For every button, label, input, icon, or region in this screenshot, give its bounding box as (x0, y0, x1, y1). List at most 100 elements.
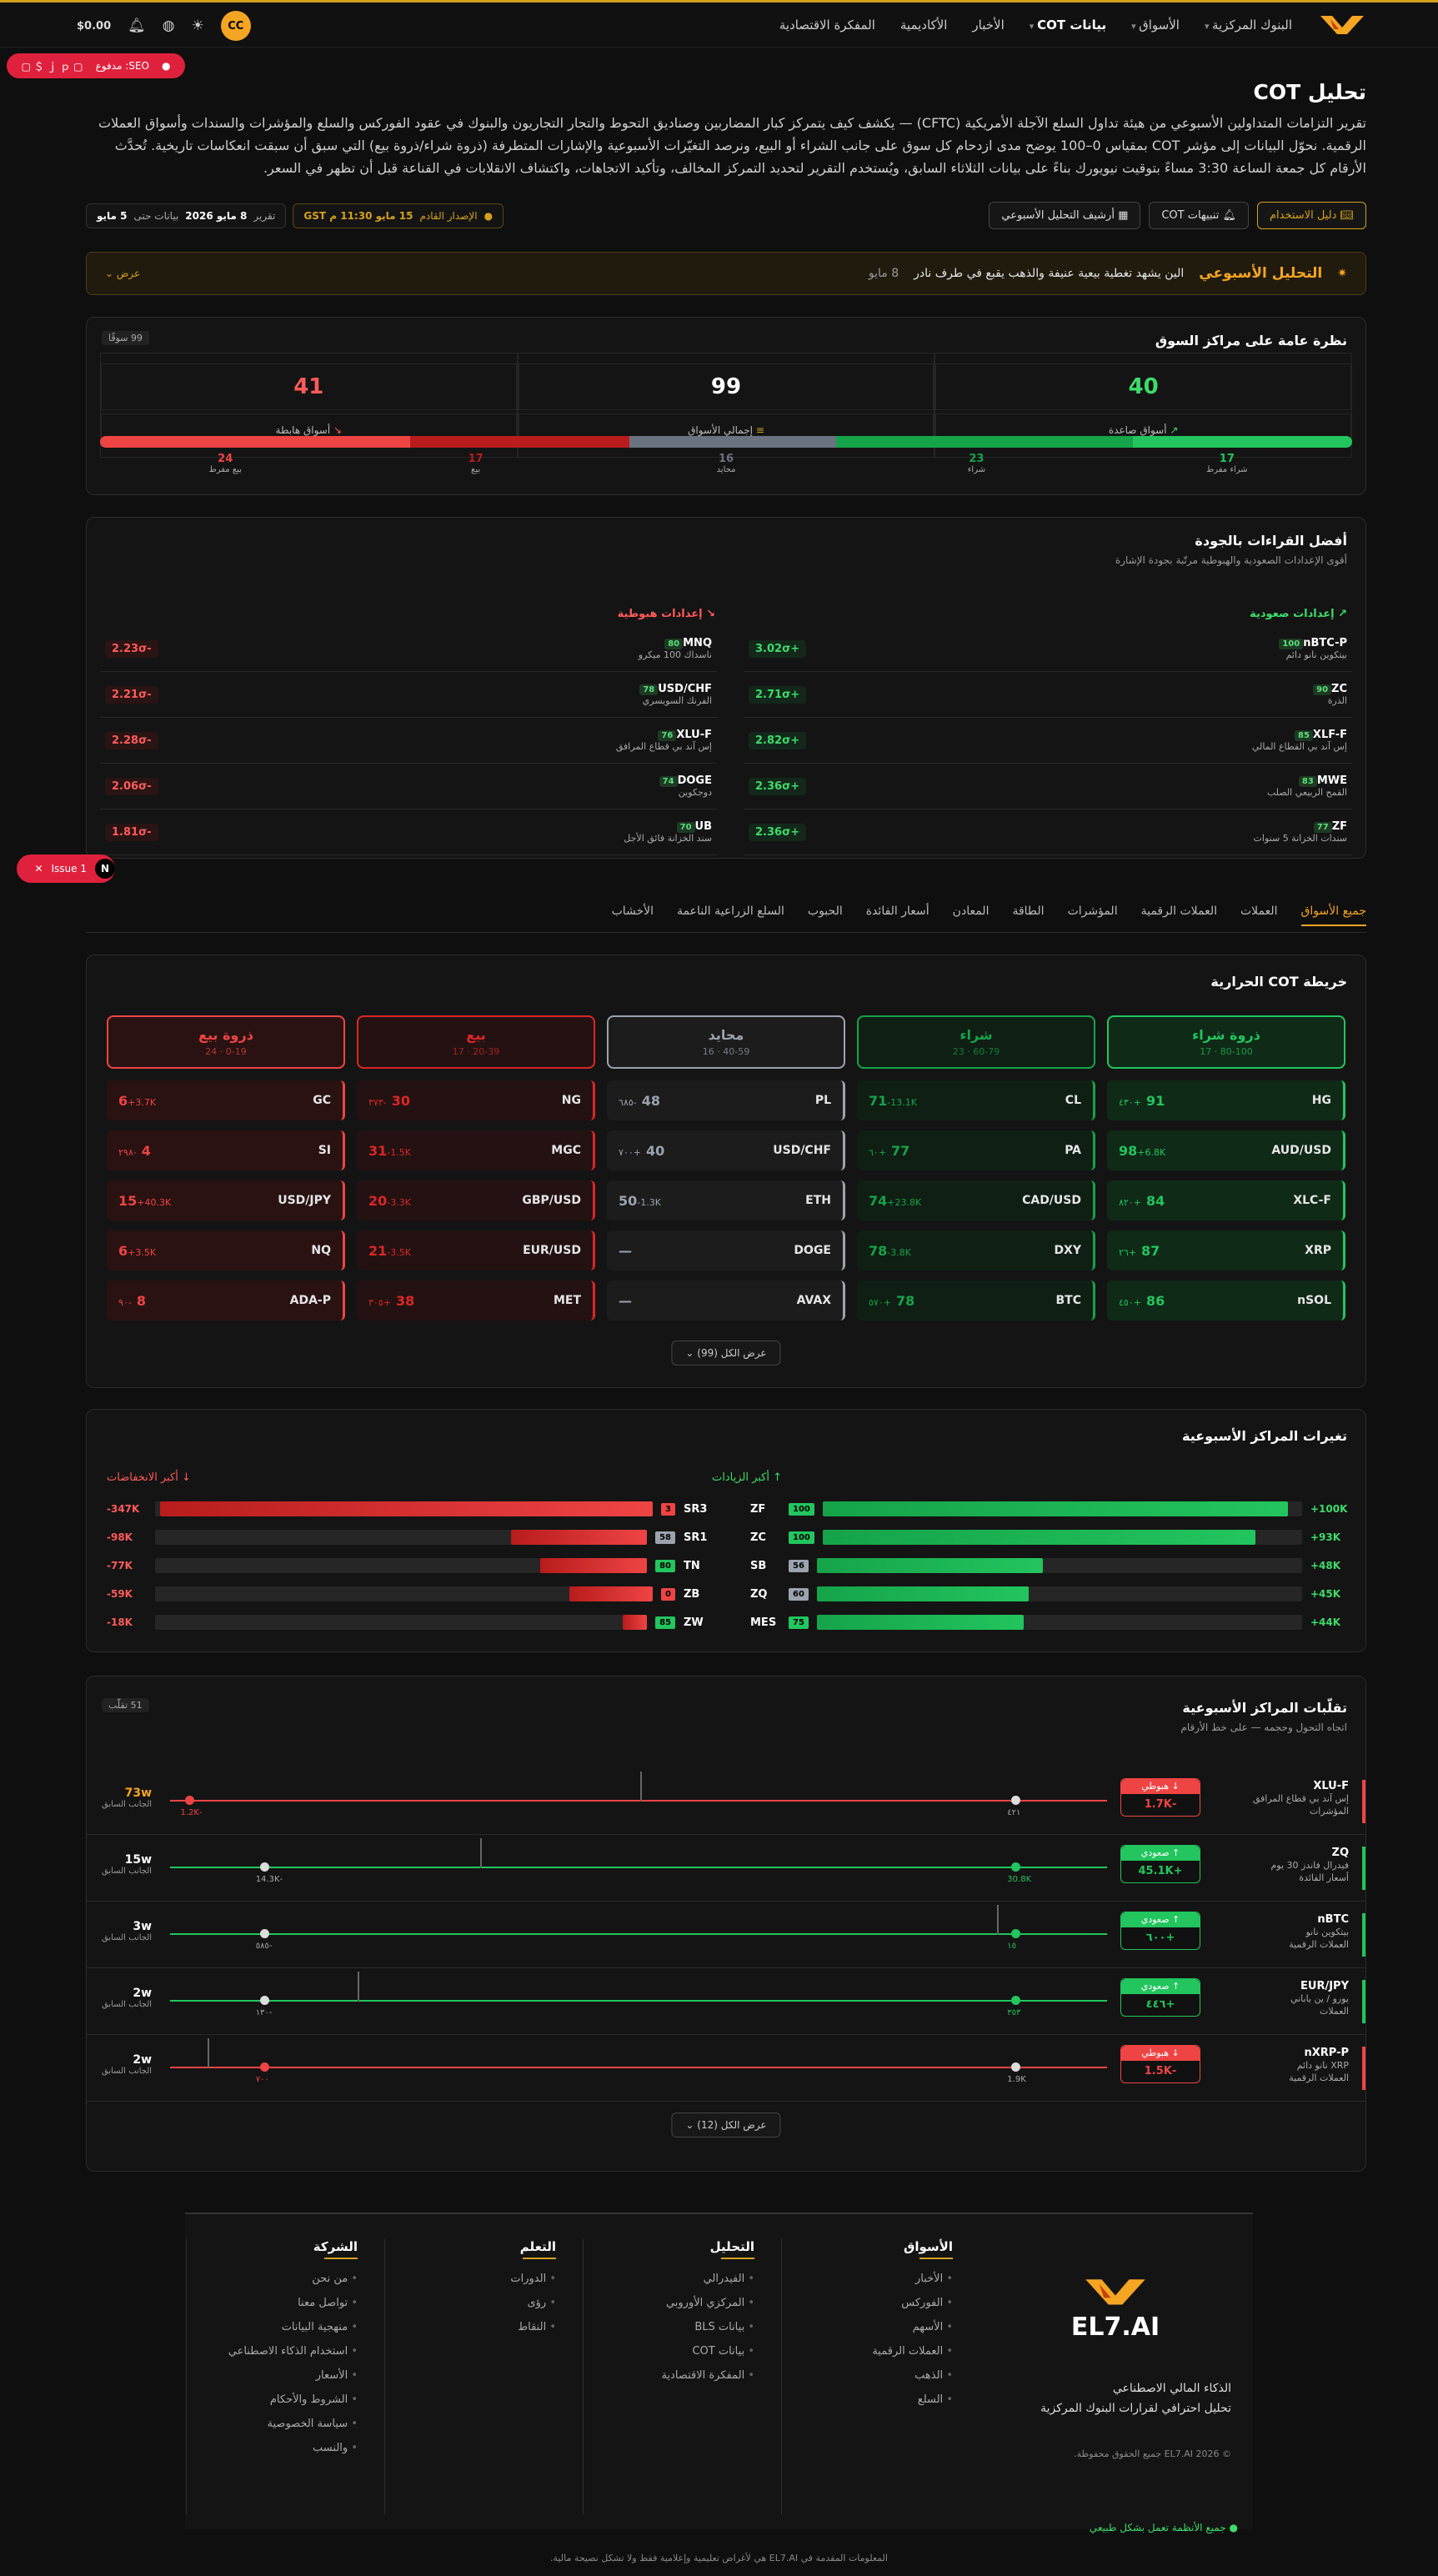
weekly-change-row[interactable]: -77K 80 TN (107, 1551, 724, 1580)
footer-link[interactable]: بيانات BLS (584, 2321, 754, 2333)
quality-row[interactable]: 70 UB سند الخزانة فائق الأجل -1.81σ (100, 809, 717, 855)
tab-3[interactable]: العملات الرقمية (1140, 905, 1217, 918)
tab-7[interactable]: أسعار الفائدة (865, 905, 929, 918)
tab-2[interactable]: العملات (1240, 905, 1278, 918)
tab-9[interactable]: السلع الزراعية الناعمة (677, 905, 784, 918)
sun-icon[interactable]: ☀ (191, 18, 204, 34)
quality-row[interactable]: 74 DOGE دوجكوين -2.06σ (100, 764, 717, 809)
guide-button[interactable]: 📖︎ دليل الاستخدام (1256, 202, 1366, 229)
footer-link[interactable]: السلع (782, 2393, 953, 2406)
tab-8[interactable]: الحبوب (807, 905, 843, 918)
quality-row[interactable]: 85 XLF-F إس آند بي القطاع المالي +2.82σ (744, 718, 1352, 764)
heatmap-cell[interactable]: AUD/USD 98+6.8K (1107, 1130, 1345, 1170)
heatmap-cell[interactable]: XRP 87+٢٦ (1107, 1230, 1345, 1270)
heatmap-cell[interactable]: DXY 78-3.8K (857, 1230, 1095, 1270)
quality-row[interactable]: 90 ZC الذرة +2.71σ (744, 672, 1352, 718)
heatmap-cell[interactable]: AVAX — (607, 1280, 845, 1321)
tab-6[interactable]: المعادن (952, 905, 990, 918)
nav-item[interactable]: البنوك المركزية (1205, 18, 1292, 33)
swings-view-all-button[interactable]: عرض الكل (12) ⌄ (671, 2112, 781, 2137)
quality-row[interactable]: 83 MWE القمح الربيعي الصلب +2.36σ (744, 764, 1352, 809)
footer-link[interactable]: الفيدرالي (584, 2273, 754, 2285)
footer-link[interactable]: العملات الرقمية (782, 2345, 953, 2358)
footer-link[interactable]: الشروط والأحكام (187, 2393, 358, 2406)
weekly-analysis-banner[interactable]: ✷ التحليل الأسبوعي الين يشهد تغطية بيعية… (86, 252, 1366, 295)
footer-link[interactable]: الأخبار (782, 2273, 953, 2285)
footer-link[interactable]: المفكرة الاقتصادية (584, 2369, 754, 2382)
heatmap-cell[interactable]: XLC-F 84+٨٢٠ (1107, 1180, 1345, 1220)
footer-link[interactable]: سياسة الخصوصية (187, 2418, 358, 2430)
heatmap-cell[interactable]: DOGE — (607, 1230, 845, 1270)
nav-item[interactable]: الأسواق (1131, 18, 1180, 33)
weekly-change-row[interactable]: +44K 75 MES (750, 1608, 1350, 1636)
footer-link[interactable]: من نحن (187, 2273, 358, 2285)
heatmap-column-header[interactable]: شراء 60-79 · 23 (857, 1015, 1095, 1069)
swing-row[interactable]: XLU-F إس آند بي قطاع المرافق المؤشرات ↓ هبو… (87, 1768, 1365, 1835)
footer-link[interactable]: الأسهم (782, 2321, 953, 2333)
quality-row[interactable]: 78 USD/CHF الفرنك السويسري -2.21σ (100, 672, 717, 718)
tab-1[interactable]: جميع الأسواق (1300, 905, 1366, 926)
close-icon[interactable]: ✕ (34, 863, 43, 875)
heatmap-column-header[interactable]: ذروة بيع 0-19 · 24 (107, 1015, 345, 1069)
nav-item[interactable]: الأكاديمية (899, 18, 948, 33)
heatmap-cell[interactable]: BTC 78+٥٧٠ (857, 1280, 1095, 1321)
weekly-show-toggle[interactable]: عرض ⌄ (105, 268, 140, 279)
weekly-change-row[interactable]: +93K 100 ZC (750, 1523, 1350, 1551)
tab-10[interactable]: الأخشاب (611, 905, 654, 918)
avatar[interactable]: CC (220, 11, 251, 41)
swing-row[interactable]: EUR/JPY يورو / ين ياباني العملات ↑ صعودي +٤٤… (87, 1968, 1365, 2035)
weekly-change-row[interactable]: -347K 3 SR3 (107, 1495, 724, 1523)
quality-row[interactable]: 76 XLU-F إس آند بي قطاع المرافق -2.28σ (100, 718, 717, 764)
heatmap-cell[interactable]: MGC 31-1.5K (357, 1130, 595, 1170)
alerts-button[interactable]: 🔔︎ تنبيهات COT (1149, 202, 1249, 229)
heatmap-cell[interactable]: MET 38+٣٠٥ (357, 1280, 595, 1321)
seo-badge[interactable]: ● SEO: مدفوع ▢ ｊ ｐ ＄ ▢ (7, 53, 185, 78)
heatmap-cell[interactable]: PA 77+٦٠ (857, 1130, 1095, 1170)
logo-icon[interactable] (1317, 11, 1367, 38)
heatmap-cell[interactable]: NQ 6+3.5K (107, 1230, 345, 1270)
footer-link[interactable]: والنسب (187, 2442, 358, 2454)
footer-link[interactable]: منهجية البيانات (187, 2321, 358, 2333)
nav-item[interactable]: الأخبار (972, 18, 1005, 33)
heatmap-column-header[interactable]: ذروة شراء 80-100 · 17 (1107, 1015, 1345, 1069)
heatmap-cell[interactable]: nSOL 86+٤٥٠ (1107, 1280, 1345, 1321)
footer-link[interactable]: الفوركس (782, 2297, 953, 2309)
heatmap-cell[interactable]: CL 71-13.1K (857, 1080, 1095, 1120)
quality-row[interactable]: 100 nBTC-P بيتكوين نانو دائم +3.02σ (744, 626, 1352, 672)
weekly-change-row[interactable]: -18K 85 ZW (107, 1608, 724, 1636)
heatmap-cell[interactable]: PL 48-٦٨٥ (607, 1080, 845, 1120)
quality-row[interactable]: 80 MNQ ناسداك 100 ميكرو -2.23σ (100, 626, 717, 672)
footer-link[interactable]: الدورات (385, 2273, 556, 2285)
nav-item[interactable]: المفكرة الاقتصادية (779, 18, 875, 33)
swing-row[interactable]: ZQ فيدرال فاندز 30 يوم أسعار الفائدة ↑ صعود… (87, 1835, 1365, 1902)
heatmap-cell[interactable]: SI 4-٢٩٨ (107, 1130, 345, 1170)
footer-link[interactable]: الذهب (782, 2369, 953, 2382)
globe-icon[interactable]: ◍ (162, 18, 175, 34)
footer-link[interactable]: الأسعار (187, 2369, 358, 2382)
heatmap-column-header[interactable]: محايد 40-59 · 16 (607, 1015, 845, 1069)
quality-row[interactable]: 77 ZF سندات الخزانة 5 سنوات +2.36σ (744, 809, 1352, 855)
heatmap-cell[interactable]: HG 91+٤٣٠ (1107, 1080, 1345, 1120)
footer-link[interactable]: تواصل معنا (187, 2297, 358, 2309)
footer-link[interactable]: استخدام الذكاء الاصطناعي (187, 2345, 358, 2358)
heatmap-view-all-button[interactable]: عرض الكل (99) ⌄ (671, 1341, 781, 1366)
heatmap-cell[interactable]: ADA-P 8-٩٠ (107, 1280, 345, 1321)
wallet-balance[interactable]: $0.00 (77, 19, 112, 33)
archive-button[interactable]: ▦ أرشيف التحليل الأسبوعي (989, 202, 1141, 229)
heatmap-cell[interactable]: EUR/USD 21-3.5K (357, 1230, 595, 1270)
swing-row[interactable]: nBTC بيتكوين نانو العملات الرقمية ↑ صعودي +٦… (87, 1902, 1365, 1968)
heatmap-cell[interactable]: GBP/USD 20-3.3K (357, 1180, 595, 1220)
heatmap-cell[interactable]: ETH 50-1.3K (607, 1180, 845, 1220)
issue-badge[interactable]: N 1 Issue ✕ (17, 854, 115, 883)
weekly-change-row[interactable]: -59K 0 ZB (107, 1580, 724, 1608)
tab-5[interactable]: الطاقة (1012, 905, 1045, 918)
weekly-change-row[interactable]: +100K 100 ZF (750, 1495, 1350, 1523)
weekly-change-row[interactable]: -98K 58 SR1 (107, 1523, 724, 1551)
heatmap-cell[interactable]: GC 6+3.7K (107, 1080, 345, 1120)
footer-link[interactable]: المركزي الأوروبي (584, 2297, 754, 2309)
tab-4[interactable]: المؤشرات (1067, 905, 1118, 918)
weekly-change-row[interactable]: +45K 60 ZQ (750, 1580, 1350, 1608)
heatmap-cell[interactable]: USD/CHF 40+٧٠٠ (607, 1130, 845, 1170)
swing-row[interactable]: nXRP-P XRP نانو دائم العملات الرقمية ↓ هبوط… (87, 2035, 1365, 2102)
footer-link[interactable]: بيانات COT (584, 2345, 754, 2358)
